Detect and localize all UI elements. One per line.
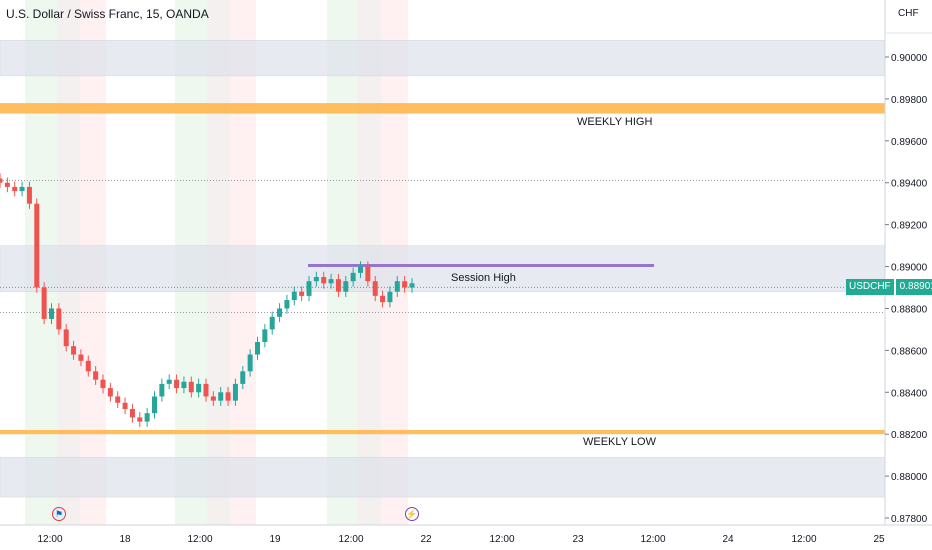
- x-tick-label: 19: [269, 534, 281, 545]
- y-tick-label: 0.88000: [891, 472, 928, 483]
- candle-body: [358, 266, 363, 273]
- candle-body: [299, 291, 305, 296]
- chart-title: U.S. Dollar / Swiss Franc, 15, OANDA: [6, 7, 209, 21]
- candle-body: [41, 287, 47, 319]
- candle-body: [63, 329, 69, 347]
- x-tick-label: 23: [572, 534, 584, 545]
- candle-body: [343, 281, 349, 292]
- y-tick-label: 0.89000: [891, 263, 928, 274]
- x-tick-label: 12:00: [338, 534, 363, 545]
- price-tag-value: 0.88901: [894, 279, 932, 295]
- candle-body: [115, 396, 121, 403]
- candle-body: [12, 186, 18, 192]
- candle-body: [159, 383, 165, 397]
- candle-body: [137, 417, 143, 422]
- x-tick-label: 24: [722, 534, 734, 545]
- candle-body: [335, 279, 341, 292]
- x-tick-label: 12:00: [489, 534, 514, 545]
- candle-body: [365, 266, 371, 282]
- candle-body: [144, 413, 150, 422]
- candle-body: [181, 381, 187, 389]
- candle-body: [129, 409, 135, 418]
- candle-body: [100, 379, 106, 389]
- y-tick-label: 0.88600: [891, 346, 928, 357]
- x-tick-label: 18: [119, 534, 131, 545]
- candle-body: [313, 277, 319, 282]
- candle-body: [174, 379, 180, 389]
- candle-body: [34, 203, 40, 288]
- weekly-low-label: WEEKLY LOW: [583, 436, 656, 448]
- candle-body: [350, 272, 356, 282]
- candle-body: [380, 295, 386, 303]
- candle-body: [240, 371, 246, 384]
- candle-body: [122, 402, 128, 410]
- currency-label[interactable]: CHF: [898, 8, 919, 19]
- x-tick-label: 25: [873, 534, 885, 545]
- x-tick-label: 12:00: [791, 534, 816, 545]
- candle-body: [210, 396, 216, 401]
- weekly-high-label: WEEKLY HIGH: [577, 116, 653, 128]
- x-tick-label: 22: [420, 534, 432, 545]
- candle-body: [188, 381, 194, 393]
- y-tick-label: 0.89600: [891, 137, 928, 148]
- candle-body: [269, 316, 275, 330]
- candle-body: [107, 388, 113, 397]
- y-tick-label: 0.89800: [891, 95, 928, 106]
- candle-body: [225, 392, 231, 401]
- candle-body: [255, 341, 260, 355]
- y-tick-label: 0.90000: [891, 53, 928, 64]
- candle-body: [409, 283, 415, 288]
- upper-gray-zone: [0, 39, 886, 77]
- last-price-tag: USDCHF 0.88901: [846, 279, 932, 295]
- candle-body: [4, 182, 10, 187]
- price-tag-symbol: USDCHF: [846, 279, 894, 295]
- candle-body: [0, 178, 3, 183]
- candle-body: [218, 392, 224, 401]
- candle-body: [262, 329, 268, 342]
- candle-body: [372, 281, 378, 296]
- candle-body: [203, 383, 209, 397]
- y-tick-label: 0.89400: [891, 179, 928, 190]
- candle-body: [71, 346, 77, 355]
- candle-body: [306, 281, 312, 296]
- session-high-label: Session High: [451, 272, 516, 284]
- weekly-high-band: [0, 103, 885, 114]
- candle-body: [277, 308, 283, 317]
- candle-body: [56, 308, 62, 330]
- y-tick-label: 0.88400: [891, 388, 928, 399]
- x-tick-label: 12:00: [640, 534, 665, 545]
- y-tick-label: 0.88200: [891, 430, 928, 441]
- candle-body: [78, 354, 84, 361]
- candle-body: [166, 379, 172, 384]
- candle-body: [291, 291, 297, 301]
- middle-gray-zone: [0, 245, 886, 292]
- candle-body: [394, 281, 400, 292]
- candle-body: [196, 383, 202, 393]
- candle-body: [19, 186, 25, 192]
- lightning-icon[interactable]: ⚡: [405, 507, 419, 521]
- y-tick-label: 0.87800: [891, 514, 928, 525]
- lower-gray-zone: [0, 456, 886, 498]
- us-flag-icon[interactable]: ⚑: [52, 507, 66, 521]
- candle-body: [232, 383, 238, 401]
- x-tick-label: 12:00: [187, 534, 212, 545]
- candle-body: [247, 354, 253, 372]
- candle-body: [284, 300, 290, 309]
- candle-body: [49, 308, 54, 319]
- candle-body: [85, 360, 91, 372]
- candle-body: [93, 371, 99, 380]
- candle-body: [328, 279, 334, 284]
- candle-body: [321, 277, 327, 284]
- candle-body: [26, 186, 32, 204]
- y-tick-label: 0.89200: [891, 221, 928, 232]
- x-tick-label: 12:00: [37, 534, 62, 545]
- candle-body: [402, 281, 408, 288]
- weekly-low-band: [0, 429, 885, 435]
- candle-body: [152, 396, 157, 414]
- candle-body: [387, 291, 393, 303]
- y-tick-label: 0.88800: [891, 304, 928, 315]
